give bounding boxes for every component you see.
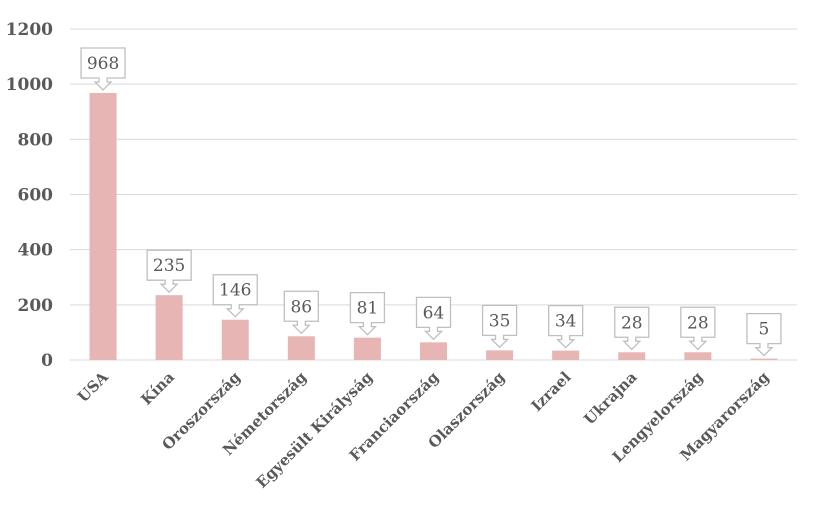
bar (750, 358, 778, 360)
data-label: 81 (357, 299, 379, 319)
data-label-callout (680, 306, 716, 351)
data-label-callout (80, 47, 126, 91)
bar (552, 350, 580, 360)
data-label-callout (481, 304, 518, 349)
x-tick-label: Kína (137, 368, 178, 409)
data-label: 235 (153, 256, 185, 276)
data-label-callout (548, 304, 584, 349)
y-tick-label: 1000 (6, 75, 53, 95)
data-labels: 968 235 146 86 81 64 35 34 28 28 5 (80, 47, 782, 357)
data-label-callout (283, 290, 319, 335)
bar (353, 337, 381, 360)
data-label-callout (746, 312, 782, 357)
bar (287, 336, 315, 360)
data-label: 34 (555, 312, 577, 332)
bar (89, 92, 117, 360)
data-label: 968 (87, 54, 119, 74)
x-tick-label: Izrael (528, 368, 575, 415)
data-label: 64 (423, 303, 445, 323)
y-tick-label: 0 (41, 351, 53, 371)
bar (684, 352, 712, 360)
data-label-callout (146, 249, 192, 294)
data-label: 86 (290, 297, 312, 317)
bars (89, 92, 778, 360)
bar (420, 342, 447, 360)
y-tick-label: 1200 (6, 20, 53, 40)
y-tick-label: 200 (18, 296, 54, 316)
data-label: 35 (489, 311, 511, 331)
data-label: 146 (219, 281, 251, 301)
bar (486, 350, 514, 360)
y-tick-label: 600 (18, 186, 54, 206)
data-label-callout (614, 306, 650, 351)
data-label: 5 (759, 320, 770, 340)
y-tick-label: 800 (18, 130, 54, 150)
bar (221, 319, 249, 360)
y-tick-label: 400 (18, 241, 54, 261)
y-axis-tick-labels: 0 200 400 600 800 1000 1200 (6, 20, 53, 371)
bar (155, 295, 183, 360)
data-label: 28 (621, 313, 643, 333)
data-label-callout (349, 292, 386, 336)
bar (618, 352, 646, 360)
x-tick-label: Egyesült Királyság (253, 368, 377, 492)
x-tick-label: Ukrajna (580, 368, 640, 428)
data-label-callout (212, 274, 258, 318)
data-label-callout (415, 296, 452, 341)
data-label: 28 (687, 313, 709, 333)
x-tick-label: USA (74, 368, 112, 406)
